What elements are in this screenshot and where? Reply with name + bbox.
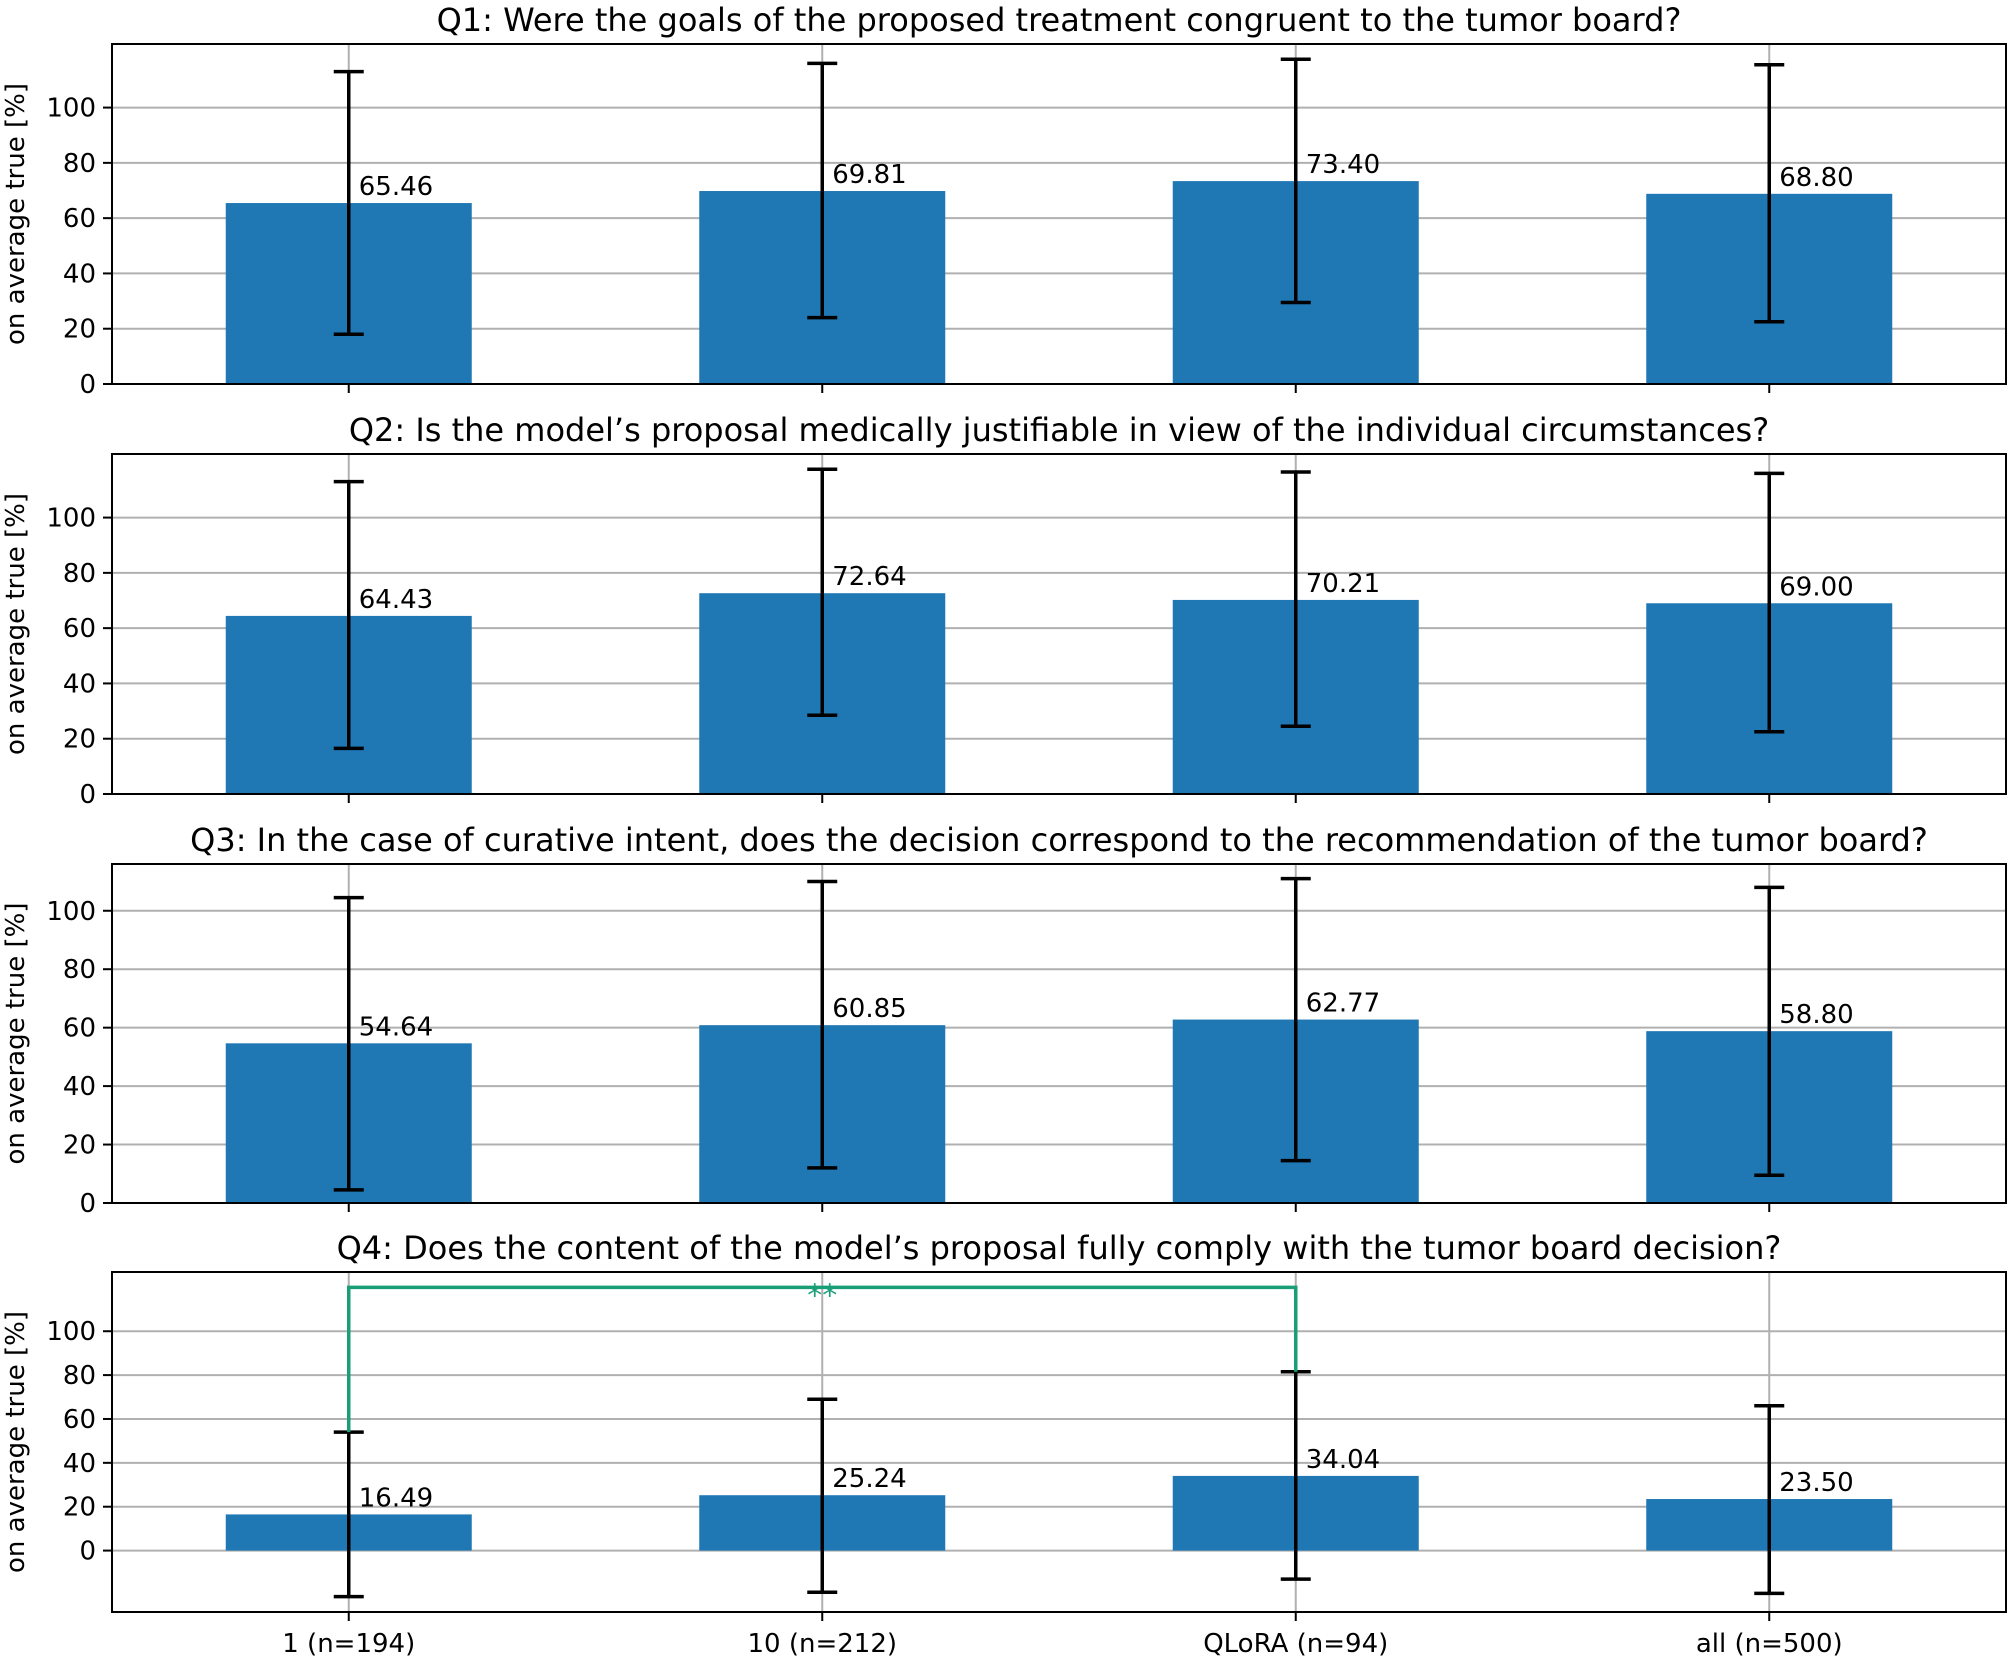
y-tick-label: 100 <box>46 94 96 124</box>
y-tick-label: 80 <box>63 559 96 589</box>
y-tick-label: 80 <box>63 1361 96 1391</box>
bar-value-label: 70.21 <box>1306 569 1380 599</box>
y-tick-label: 40 <box>63 669 96 699</box>
bar-value-label: 72.64 <box>832 562 906 592</box>
bar-value-label: 54.64 <box>359 1012 433 1042</box>
bar-value-label: 16.49 <box>359 1483 433 1513</box>
bar-value-label: 58.80 <box>1779 1000 1853 1030</box>
bar-value-label: 69.00 <box>1779 572 1853 602</box>
x-tick-label: 1 (n=194) <box>282 1629 415 1658</box>
x-tick-label: QLoRA (n=94) <box>1203 1629 1388 1658</box>
y-tick-label: 0 <box>79 780 96 810</box>
bar-value-label: 34.04 <box>1306 1445 1380 1475</box>
y-tick-label: 20 <box>63 725 96 755</box>
y-tick-label: 100 <box>46 504 96 534</box>
y-tick-label: 20 <box>63 1493 96 1523</box>
plot-frame <box>111 863 2007 1204</box>
plot-frame <box>111 1271 2007 1613</box>
y-tick-label: 80 <box>63 149 96 179</box>
y-tick-label: 0 <box>79 1537 96 1567</box>
panel-title: Q4: Does the content of the model’s prop… <box>337 1229 1782 1267</box>
plot-frame <box>111 43 2007 385</box>
y-tick-label: 80 <box>63 955 96 985</box>
bar-value-label: 60.85 <box>832 994 906 1024</box>
panel-title: Q2: Is the model’s proposal medically ju… <box>349 411 1769 449</box>
y-tick-label: 20 <box>63 315 96 345</box>
plot-frame <box>111 453 2007 795</box>
bar-value-label: 25.24 <box>832 1464 906 1494</box>
bar-value-label: 69.81 <box>832 160 906 190</box>
significance-bracket <box>347 1285 1298 1433</box>
y-tick-label: 100 <box>46 1317 96 1347</box>
y-tick-label: 40 <box>63 1072 96 1102</box>
bar-value-label: 73.40 <box>1306 150 1380 180</box>
bar-value-label: 23.50 <box>1779 1468 1853 1498</box>
y-tick-label: 0 <box>79 370 96 400</box>
y-tick-label: 100 <box>46 897 96 927</box>
y-tick-label: 20 <box>63 1131 96 1161</box>
y-tick-label: 40 <box>63 259 96 289</box>
y-tick-label: 60 <box>63 204 96 234</box>
y-axis-label: on average true [%] <box>1 903 31 1165</box>
panel-title: Q1: Were the goals of the proposed treat… <box>437 1 1682 39</box>
y-axis-label: on average true [%] <box>1 83 31 345</box>
y-axis-label: on average true [%] <box>1 493 31 755</box>
panel-title: Q3: In the case of curative intent, does… <box>190 821 1928 859</box>
bar-value-label: 64.43 <box>359 585 433 615</box>
x-tick-label: 10 (n=212) <box>747 1629 897 1658</box>
bar-value-label: 65.46 <box>359 172 433 202</box>
y-tick-label: 60 <box>63 1405 96 1435</box>
x-tick-label: all (n=500) <box>1696 1629 1843 1658</box>
y-tick-label: 40 <box>63 1449 96 1479</box>
significance-label: ** <box>807 1278 837 1313</box>
y-axis-label: on average true [%] <box>1 1311 31 1573</box>
y-tick-label: 0 <box>79 1189 96 1219</box>
bar-value-label: 62.77 <box>1306 989 1380 1019</box>
y-tick-label: 60 <box>63 614 96 644</box>
y-tick-label: 60 <box>63 1014 96 1044</box>
bar-value-label: 68.80 <box>1779 163 1853 193</box>
